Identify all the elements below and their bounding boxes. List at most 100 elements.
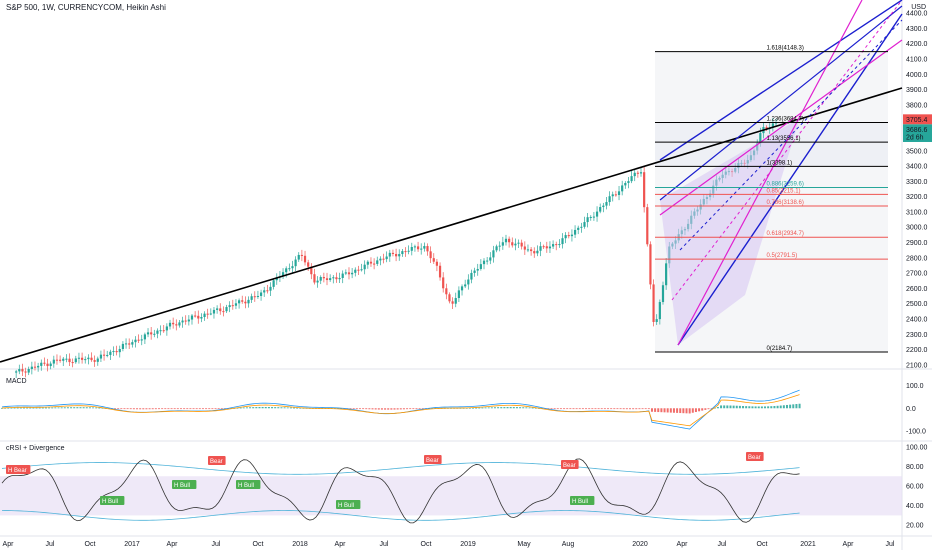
candle bbox=[448, 294, 451, 302]
macd-bar bbox=[32, 407, 35, 409]
candle bbox=[373, 263, 376, 265]
macd-bar bbox=[563, 408, 566, 410]
candle bbox=[106, 354, 109, 356]
pitchfork-median bbox=[679, 19, 903, 251]
macd-bar bbox=[500, 407, 503, 409]
macd-pane[interactable] bbox=[1, 389, 801, 430]
macd-bar bbox=[707, 408, 710, 410]
macd-bar bbox=[635, 408, 638, 410]
macd-bar bbox=[490, 407, 493, 409]
candle bbox=[46, 363, 49, 367]
macd-bar bbox=[735, 405, 738, 409]
macd-bar bbox=[478, 407, 481, 409]
time-axis[interactable]: Apr Jul Oct 2017 Apr Jul Oct 2018 Apr Jul Oct 2019 M… bbox=[3, 541, 895, 548]
macd-bar bbox=[713, 407, 716, 409]
candle bbox=[247, 299, 250, 304]
candle bbox=[203, 313, 206, 318]
macd-bar bbox=[158, 408, 160, 410]
candle bbox=[627, 181, 630, 183]
macd-bar bbox=[136, 408, 139, 410]
fib-label: 0.886(3259.6) bbox=[767, 182, 804, 188]
candle bbox=[489, 257, 492, 261]
candle bbox=[266, 290, 269, 292]
macd-bar bbox=[519, 407, 522, 409]
candle bbox=[363, 264, 366, 270]
price-tick: 2500.0 bbox=[906, 301, 928, 308]
candle bbox=[156, 330, 159, 334]
price-pane[interactable]: 1.618(4148.3) 1.236(3684.7) 1.13(3556.1) 1(… bbox=[0, 0, 903, 378]
candle bbox=[65, 358, 68, 360]
channel-lower bbox=[677, 13, 903, 346]
macd-bar bbox=[35, 407, 38, 409]
fib-label: 0.786(3138.6) bbox=[767, 200, 804, 206]
macd-bar bbox=[92, 407, 95, 409]
crsi-pane[interactable]: H Bear Bear Bear Bear Bear H Bull H Bull H Bull… bbox=[0, 452, 902, 524]
candle bbox=[300, 254, 303, 256]
macd-bar bbox=[236, 407, 239, 409]
candle bbox=[49, 363, 52, 367]
macd-bar bbox=[38, 407, 41, 409]
macd-bar bbox=[575, 408, 578, 410]
macd-bar bbox=[742, 406, 745, 409]
macd-bar bbox=[610, 408, 613, 410]
macd-bar bbox=[189, 408, 192, 410]
price-tick: 4400.0 bbox=[906, 11, 928, 18]
macd-bar bbox=[167, 408, 170, 410]
macd-bar bbox=[767, 406, 770, 409]
candle bbox=[55, 359, 59, 361]
macd-bar bbox=[698, 408, 701, 412]
signal-badge bbox=[561, 460, 579, 469]
signal-badge-text: Bear bbox=[748, 455, 761, 461]
candle bbox=[420, 248, 423, 250]
candle bbox=[583, 222, 586, 227]
candle bbox=[200, 317, 203, 319]
price-axis[interactable]: 4400.0 4300.0 4200.0 4100.0 4000.0 3900.0 3800… bbox=[903, 11, 932, 530]
candle bbox=[275, 277, 278, 281]
macd-bar bbox=[786, 404, 788, 409]
candle bbox=[285, 268, 288, 273]
candle bbox=[263, 290, 266, 293]
crsi-tick: 40.00 bbox=[906, 503, 924, 510]
price-badge-text: 3705.4 bbox=[906, 117, 928, 124]
candle bbox=[256, 295, 260, 297]
macd-bar bbox=[638, 408, 641, 410]
candle bbox=[234, 303, 238, 306]
channel-mid bbox=[659, 5, 903, 201]
candle bbox=[24, 371, 27, 373]
signal-badge bbox=[424, 455, 442, 464]
candle bbox=[586, 217, 589, 223]
macd-bar bbox=[572, 408, 575, 410]
candle bbox=[341, 273, 344, 278]
macd-bar bbox=[154, 408, 157, 410]
time-tick: Jul bbox=[718, 541, 727, 548]
candle bbox=[416, 246, 420, 250]
candle bbox=[281, 272, 285, 277]
time-tick: Jul bbox=[886, 541, 895, 548]
candle bbox=[109, 351, 112, 355]
candle bbox=[59, 359, 62, 361]
candle bbox=[172, 322, 175, 325]
macd-bar bbox=[566, 408, 569, 410]
candle bbox=[545, 246, 548, 249]
macd-bar bbox=[60, 407, 63, 409]
candle bbox=[237, 300, 241, 304]
macd-bar bbox=[293, 407, 296, 409]
macd-bar bbox=[170, 408, 173, 410]
time-tick: 2017 bbox=[124, 541, 140, 548]
candle bbox=[222, 311, 225, 313]
signal-badge-text: Bear bbox=[210, 459, 223, 465]
macd-bar bbox=[179, 408, 182, 410]
signal-badge-text: H Bull bbox=[238, 483, 254, 489]
macd-bar bbox=[503, 407, 506, 409]
macd-bar bbox=[289, 407, 292, 409]
macd-bar bbox=[676, 408, 679, 413]
candle bbox=[253, 296, 256, 298]
crsi-tick: 100.00 bbox=[906, 444, 928, 451]
macd-bar bbox=[569, 408, 572, 410]
candle bbox=[228, 305, 231, 308]
macd-bar bbox=[792, 404, 795, 409]
macd-bar bbox=[600, 408, 603, 410]
macd-bar bbox=[798, 403, 801, 409]
candle bbox=[184, 320, 187, 322]
